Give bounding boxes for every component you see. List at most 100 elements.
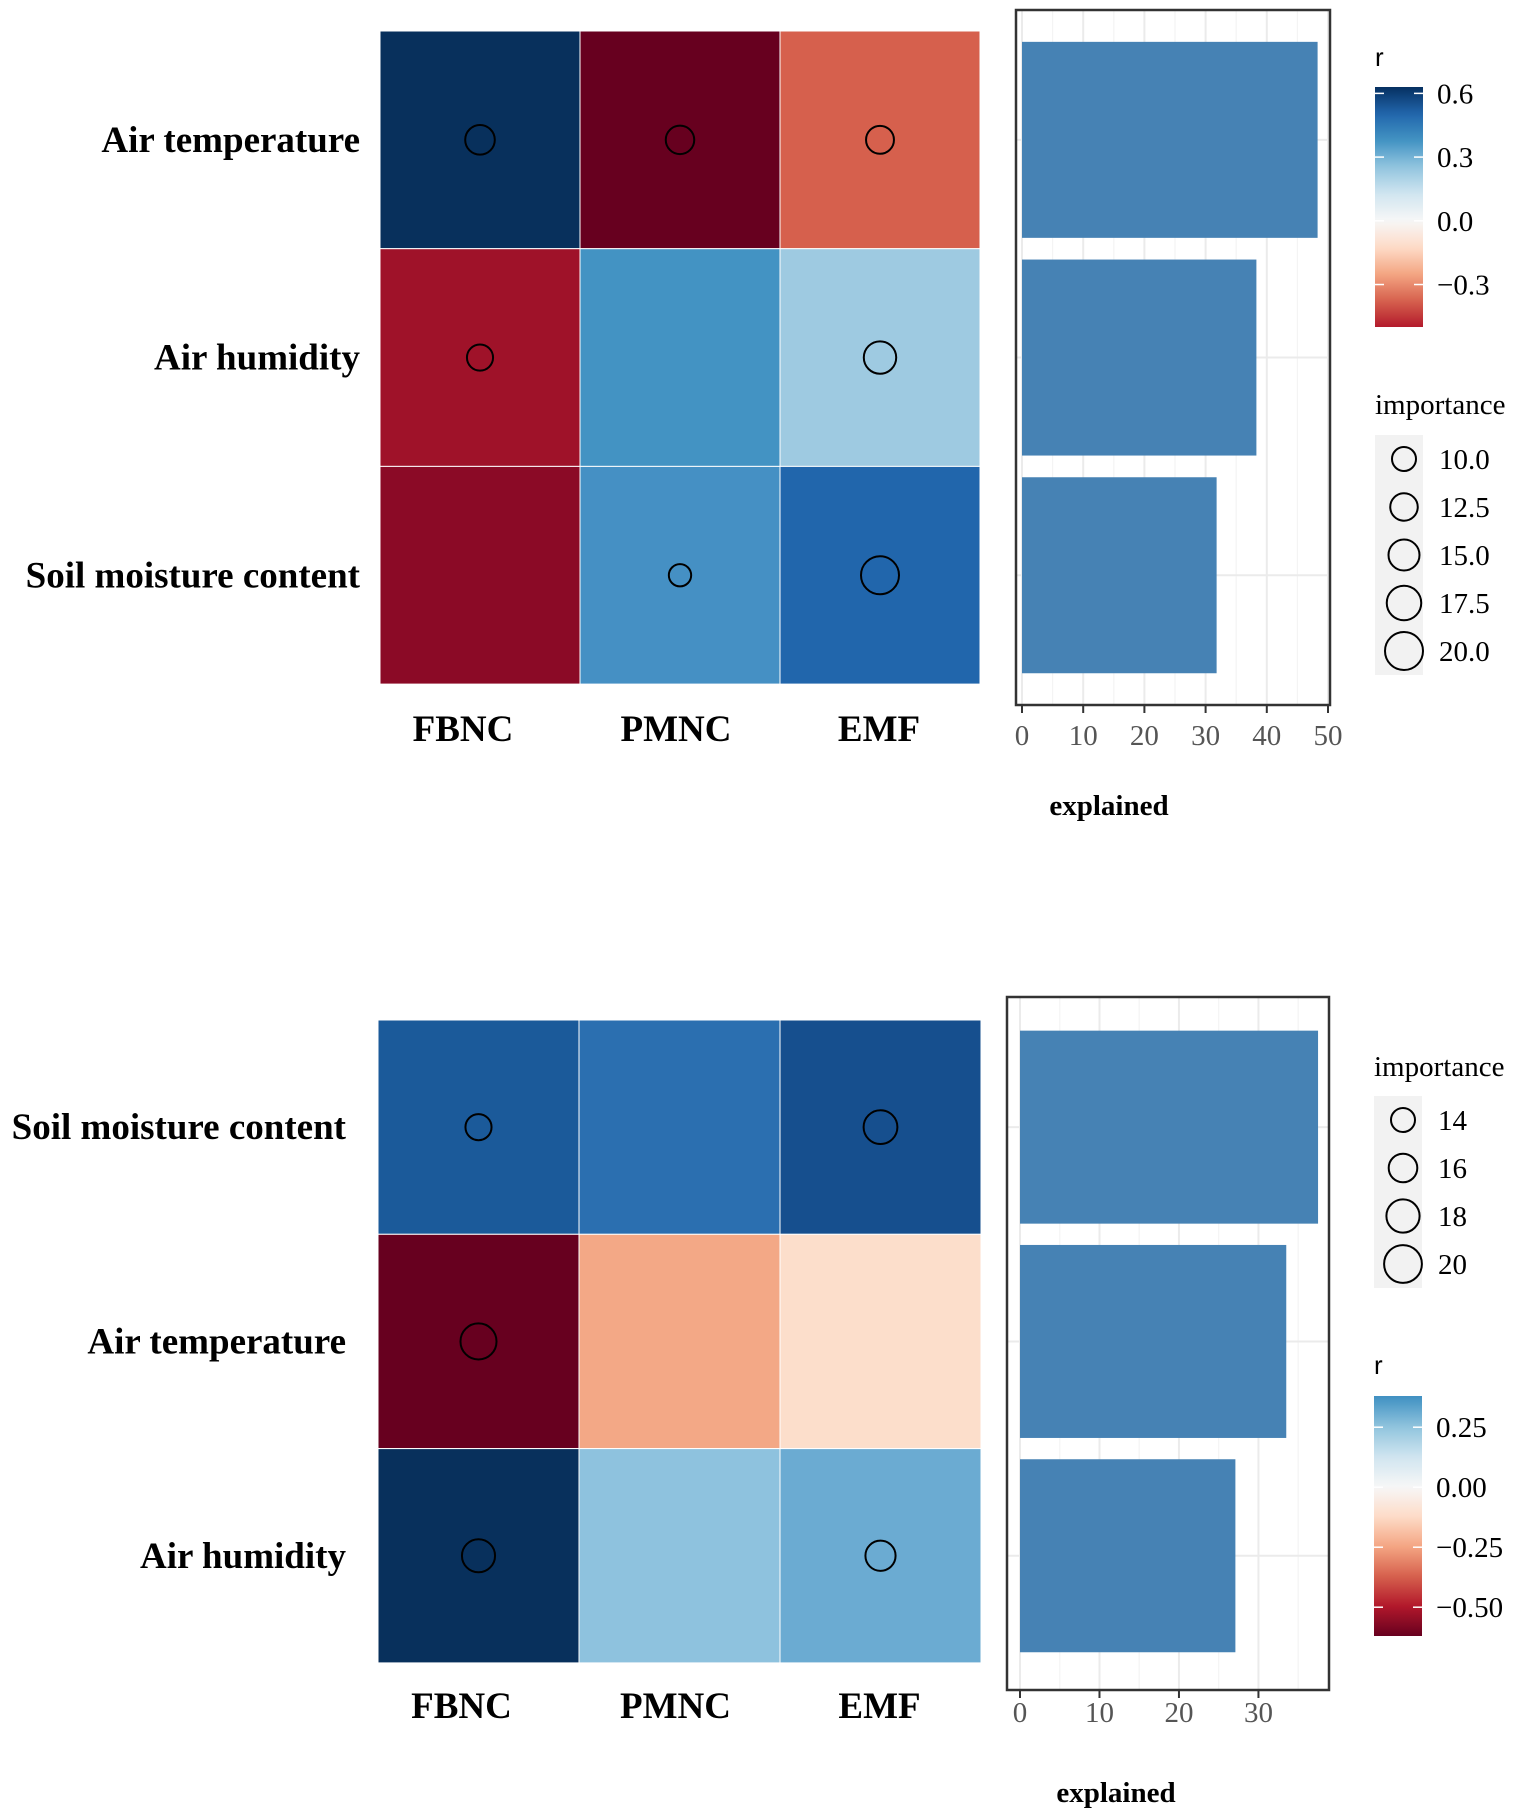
x-tick-label: 50	[1314, 720, 1343, 752]
legend-importance-circle	[1387, 1152, 1419, 1184]
heatmap-cell-air-humidity-pmnc	[579, 248, 781, 467]
legend-r-label: −0.3	[1437, 270, 1490, 302]
legend-importance-label: 10.0	[1439, 444, 1490, 476]
column-label-emf: EMF	[838, 709, 920, 750]
legend-r-title: r	[1374, 1350, 1383, 1380]
legend-r-colorbar	[1374, 1396, 1422, 1636]
bar-chart-2: 0 10 20 30 explained	[1005, 995, 1331, 1809]
bar-air-temperature	[1022, 41, 1318, 238]
bar-air-humidity	[1022, 259, 1257, 456]
legend-importance-label: 20	[1438, 1249, 1467, 1281]
heatmap-cell-soil-moisture-content-emf	[779, 1019, 982, 1235]
legend-importance-circle	[1387, 538, 1421, 572]
legend-r-1: r 0.6 0.3 0.0 −0.3	[1375, 42, 1490, 327]
heatmap-cell-air-temperature-pmnc	[578, 1233, 781, 1450]
row-label-air-humidity: Air humidity	[140, 1536, 346, 1577]
legend-importance-circle	[1384, 631, 1424, 671]
legend-importance-label: 17.5	[1439, 588, 1490, 620]
importance-circle	[464, 1113, 493, 1142]
legend-r-label: 0.6	[1437, 78, 1473, 110]
importance-circle	[667, 563, 693, 588]
legend-importance-label: 16	[1438, 1153, 1467, 1185]
heatmap-cell-air-temperature-fbnc	[379, 30, 581, 250]
x-tick-label: 10	[1069, 720, 1098, 752]
legend-importance-label: 18	[1438, 1201, 1467, 1233]
legend-importance-circle	[1391, 446, 1417, 472]
x-axis-title: explained	[1056, 1777, 1175, 1809]
legend-importance-circle	[1389, 492, 1419, 522]
importance-circle	[860, 555, 900, 596]
x-tick-label: 0	[1015, 720, 1030, 752]
heatmap-cell-air-temperature-fbnc	[377, 1233, 580, 1450]
heatmap-1	[379, 30, 981, 685]
bar-panel-border	[1014, 8, 1332, 707]
column-label-pmnc: PMNC	[621, 709, 732, 750]
x-tick-label: 30	[1191, 720, 1220, 752]
legend-importance-circle	[1385, 584, 1423, 622]
bar-soil-moisture-content	[1020, 1030, 1319, 1224]
row-label-air-temperature: Air temperature	[87, 1321, 346, 1362]
legend-importance-label: 20.0	[1439, 636, 1490, 668]
x-tick-label: 10	[1085, 1697, 1114, 1729]
heatmap-cell-air-humidity-emf	[779, 1448, 982, 1664]
x-tick-label: 40	[1252, 720, 1281, 752]
heatmap-cell-air-temperature-emf	[779, 1233, 982, 1450]
heatmap-cell-air-humidity-fbnc	[377, 1448, 580, 1664]
legend-importance-circle	[1390, 1107, 1416, 1133]
heatmap-cell-air-humidity-pmnc	[578, 1448, 781, 1664]
x-tick-label: 0	[1013, 1697, 1028, 1729]
x-tick-label: 20	[1164, 1697, 1193, 1729]
panel-1: Air temperature Air humidity Soil moisture…	[26, 8, 1505, 822]
heatmap-cell-soil-moisture-content-fbnc	[379, 465, 581, 685]
legend-r-label: −0.50	[1436, 1592, 1503, 1624]
legend-importance-circle	[1385, 1198, 1421, 1234]
legend-importance-2: importance 14 16 18 20	[1374, 1051, 1504, 1288]
legend-importance-title: importance	[1374, 1051, 1504, 1083]
legend-r-title: r	[1375, 42, 1384, 72]
importance-circle	[459, 1322, 498, 1361]
importance-circle	[862, 1109, 899, 1146]
heatmap-cell-air-temperature-pmnc	[579, 30, 781, 250]
importance-circle	[460, 1538, 497, 1574]
legend-r-colorbar	[1375, 87, 1423, 327]
legend-importance-circle	[1383, 1244, 1423, 1284]
column-label-pmnc: PMNC	[620, 1686, 731, 1727]
heatmap-2	[377, 1019, 982, 1664]
row-label-air-temperature: Air temperature	[101, 120, 360, 161]
importance-circle	[865, 124, 895, 155]
column-label-fbnc: FBNC	[411, 1686, 512, 1727]
panel-2: Soil moisture content Air temperature Air …	[12, 995, 1504, 1809]
x-tick-label: 30	[1244, 1697, 1273, 1729]
heatmap-cell-soil-moisture-content-fbnc	[377, 1019, 580, 1235]
row-label-air-humidity: Air humidity	[154, 338, 360, 379]
importance-circle	[664, 124, 696, 156]
legend-importance-label: 15.0	[1439, 540, 1490, 572]
bar-air-temperature	[1020, 1244, 1287, 1438]
legend-importance-key-background	[1374, 1096, 1422, 1288]
column-label-emf: EMF	[838, 1686, 920, 1727]
row-label-soil-moisture-content: Soil moisture content	[12, 1107, 347, 1148]
importance-circle	[862, 340, 898, 375]
bar-chart-1: 0 10 20 30 40 50 explained	[1014, 8, 1343, 822]
x-axis-title: explained	[1049, 790, 1168, 822]
legend-r-label: 0.0	[1437, 206, 1473, 238]
legend-r-label: 0.25	[1436, 1412, 1487, 1444]
importance-circle	[864, 1539, 897, 1572]
heatmap-cell-soil-moisture-content-pmnc	[578, 1019, 781, 1235]
legend-importance-title: importance	[1375, 389, 1505, 421]
legend-r-2: r 0.25 0.00 −0.25 −0.50	[1374, 1350, 1503, 1636]
heatmap-cell-air-temperature-emf	[779, 30, 981, 250]
legend-importance-1: importance 10.0 12.5 15.0 17.5 20.0	[1375, 389, 1505, 675]
legend-importance-label: 12.5	[1439, 492, 1490, 524]
bar-air-humidity	[1020, 1459, 1236, 1653]
bar-panel-border	[1005, 995, 1331, 1692]
importance-circle	[465, 343, 495, 372]
bar-soil-moisture-content	[1022, 477, 1217, 674]
row-label-soil-moisture-content: Soil moisture content	[26, 555, 361, 596]
x-tick-label: 20	[1130, 720, 1159, 752]
heatmap-cell-air-humidity-emf	[779, 248, 981, 467]
heatmap-cell-air-humidity-fbnc	[379, 248, 581, 467]
legend-r-label: 0.3	[1437, 142, 1473, 174]
heatmap-cell-soil-moisture-content-pmnc	[579, 465, 781, 685]
